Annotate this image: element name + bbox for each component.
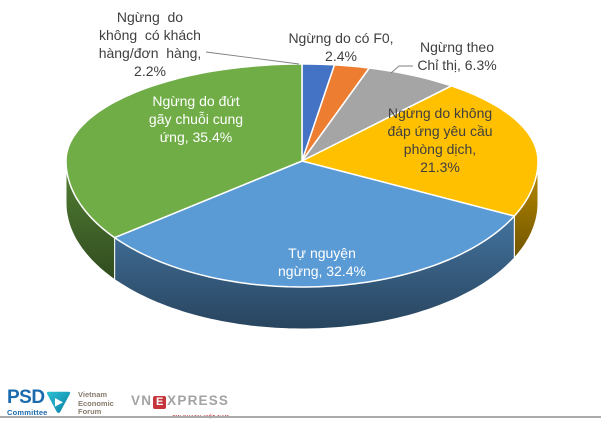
callout-label-no-customer: Ngừng do không có khách hàng/đơn hàng, 2… xyxy=(98,9,202,79)
vnexpress-e-badge: E xyxy=(153,396,167,409)
pie-slice-5 xyxy=(65,63,303,239)
slice-label-supply-chain: Ngừng do đứt gãy chuỗi cung ứng, 35.4% xyxy=(148,93,244,145)
vietnam-economic-forum-icon xyxy=(46,390,71,420)
vietnam-economic-forum-label: Vietnam Economic Forum xyxy=(78,390,114,416)
callout-label-f0: Ngừng do có F0, 2.4% xyxy=(288,30,394,64)
psd-committee-logo: PSD Committee xyxy=(7,388,48,417)
slice-label-quarantine: Ngừng do không đáp ứng yêu cầu phòng dịc… xyxy=(387,105,493,175)
psd-logo-subtitle: Committee xyxy=(7,408,48,417)
bottom-divider xyxy=(0,416,601,418)
leader-line-1 xyxy=(390,65,413,74)
leader-line-0 xyxy=(205,51,300,65)
vnexpress-vn-text: VN xyxy=(131,393,153,408)
callout-label-directive: Ngừng theo Chỉ thị, 6.3% xyxy=(417,39,497,73)
psd-logo-text: PSD xyxy=(7,387,45,408)
vnexpress-xpress-text: XPRESS xyxy=(167,393,230,408)
pie-slice-4 xyxy=(113,160,516,288)
pie-slice-3 xyxy=(301,85,539,217)
pie-chart-3d xyxy=(65,51,539,330)
slice-label-voluntary: Tự nguyện ngừng, 32.4% xyxy=(278,245,366,279)
pie-slice-2 xyxy=(301,67,453,162)
